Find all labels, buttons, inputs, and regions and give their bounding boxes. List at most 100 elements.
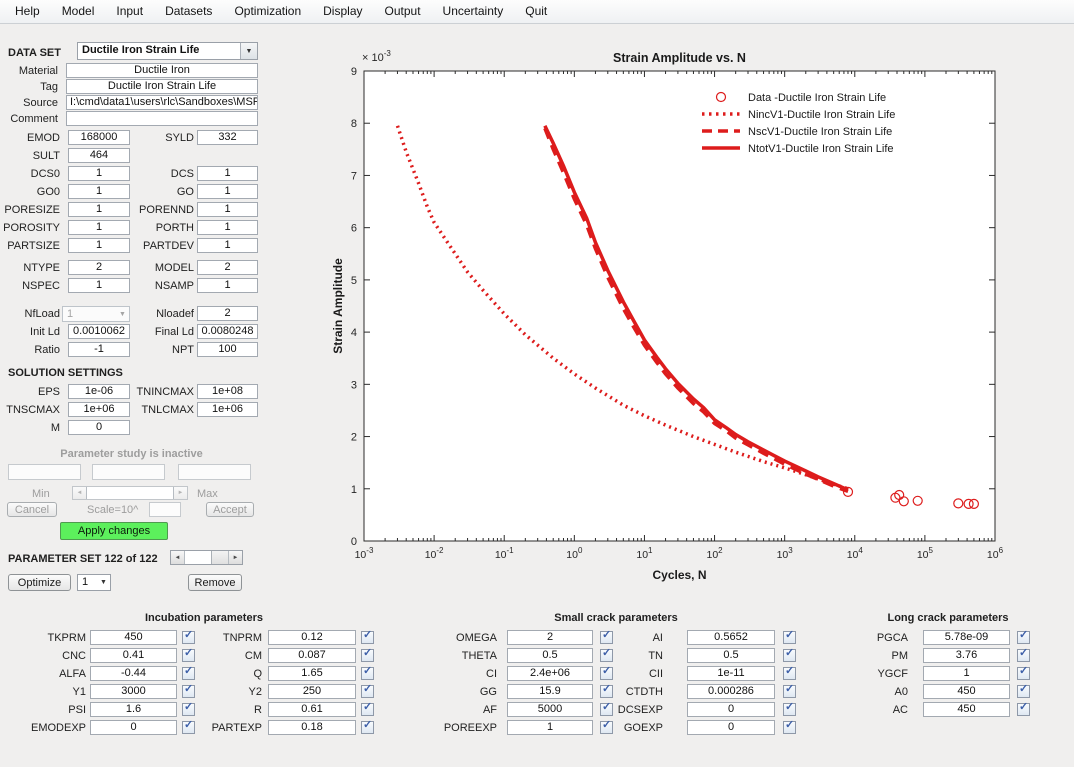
tkprm-field[interactable]: 450 [90, 630, 177, 645]
partsize-field[interactable]: 1 [68, 238, 130, 253]
menu-quit[interactable]: Quit [514, 0, 558, 23]
final-ld-field[interactable]: 0.0080248 [197, 324, 258, 339]
porth-field[interactable]: 1 [197, 220, 258, 235]
pm-field[interactable]: 3.76 [923, 648, 1010, 663]
emod-field[interactable]: 168000 [68, 130, 130, 145]
nsamp-field[interactable]: 1 [197, 278, 258, 293]
poreexp-field[interactable]: 1 [507, 720, 593, 735]
tnscmax-field[interactable]: 1e+06 [68, 402, 130, 417]
material-field[interactable]: Ductile Iron [66, 63, 258, 78]
goexp-field[interactable]: 0 [687, 720, 775, 735]
m-field[interactable]: 0 [68, 420, 130, 435]
pgca-checkbox[interactable]: ✓ [1017, 631, 1030, 644]
menu-output[interactable]: Output [374, 0, 432, 23]
dropdown-arrow-icon[interactable]: ▼ [97, 575, 110, 590]
ctdth-field[interactable]: 0.000286 [687, 684, 775, 699]
slider-left-arrow-icon[interactable]: ◄ [171, 551, 185, 564]
slider-right-arrow-icon[interactable]: ► [228, 551, 242, 564]
dataset-dropdown[interactable]: Ductile Iron Strain Life ▼ [77, 42, 258, 60]
eps-field[interactable]: 1e-06 [68, 384, 130, 399]
pgca-field[interactable]: 5.78e-09 [923, 630, 1010, 645]
cnc-field[interactable]: 0.41 [90, 648, 177, 663]
psi-checkbox[interactable]: ✓ [182, 703, 195, 716]
go-field[interactable]: 1 [197, 184, 258, 199]
param-set-slider-thumb[interactable] [211, 551, 228, 564]
npt-field[interactable]: 100 [197, 342, 258, 357]
porennd-field[interactable]: 1 [197, 202, 258, 217]
dcs-field[interactable]: 1 [197, 166, 258, 181]
cm-field[interactable]: 0.087 [268, 648, 356, 663]
tkprm-checkbox[interactable]: ✓ [182, 631, 195, 644]
nspec-field[interactable]: 1 [68, 278, 130, 293]
cii-field[interactable]: 1e-11 [687, 666, 775, 681]
menu-help[interactable]: Help [4, 0, 51, 23]
tnlcmax-field[interactable]: 1e+06 [197, 402, 258, 417]
theta-field[interactable]: 0.5 [507, 648, 593, 663]
psi-field[interactable]: 1.6 [90, 702, 177, 717]
q-field[interactable]: 1.65 [268, 666, 356, 681]
sult-field[interactable]: 464 [68, 148, 130, 163]
porosity-field[interactable]: 1 [68, 220, 130, 235]
y1-checkbox[interactable]: ✓ [182, 685, 195, 698]
syld-field[interactable]: 332 [197, 130, 258, 145]
alfa-checkbox[interactable]: ✓ [182, 667, 195, 680]
cii-checkbox[interactable]: ✓ [783, 667, 796, 680]
menu-display[interactable]: Display [312, 0, 373, 23]
poresize-field[interactable]: 1 [68, 202, 130, 217]
go0-field[interactable]: 1 [68, 184, 130, 199]
init-ld-field[interactable]: 0.0010062 [68, 324, 130, 339]
partdev-field[interactable]: 1 [197, 238, 258, 253]
af-field[interactable]: 5000 [507, 702, 593, 717]
partexp-field[interactable]: 0.18 [268, 720, 356, 735]
menu-input[interactable]: Input [105, 0, 154, 23]
tnprm-checkbox[interactable]: ✓ [361, 631, 374, 644]
tnincmax-field[interactable]: 1e+08 [197, 384, 258, 399]
optimize-button[interactable]: Optimize [8, 574, 71, 591]
r-field[interactable]: 0.61 [268, 702, 356, 717]
alfa-field[interactable]: -0.44 [90, 666, 177, 681]
ac-field[interactable]: 450 [923, 702, 1010, 717]
tn-field[interactable]: 0.5 [687, 648, 775, 663]
comment-field[interactable] [66, 111, 258, 126]
cm-checkbox[interactable]: ✓ [361, 649, 374, 662]
ygcf-field[interactable]: 1 [923, 666, 1010, 681]
a0-checkbox[interactable]: ✓ [1017, 685, 1030, 698]
dcs0-field[interactable]: 1 [68, 166, 130, 181]
source-field[interactable]: I:\cmd\data1\users\rlc\Sandboxes\MSF_ [66, 95, 258, 110]
ac-checkbox[interactable]: ✓ [1017, 703, 1030, 716]
gg-field[interactable]: 15.9 [507, 684, 593, 699]
ai-checkbox[interactable]: ✓ [783, 631, 796, 644]
remove-button[interactable]: Remove [188, 574, 242, 591]
menu-datasets[interactable]: Datasets [154, 0, 223, 23]
dcsexp-field[interactable]: 0 [687, 702, 775, 717]
omega-field[interactable]: 2 [507, 630, 593, 645]
ci-field[interactable]: 2.4e+06 [507, 666, 593, 681]
param-set-slider-track[interactable] [185, 551, 228, 564]
emodexp-field[interactable]: 0 [90, 720, 177, 735]
a0-field[interactable]: 450 [923, 684, 1010, 699]
menu-uncertainty[interactable]: Uncertainty [432, 0, 515, 23]
ai-field[interactable]: 0.5652 [687, 630, 775, 645]
q-checkbox[interactable]: ✓ [361, 667, 374, 680]
param-set-slider[interactable]: ◄ ► [170, 550, 243, 565]
pm-checkbox[interactable]: ✓ [1017, 649, 1030, 662]
y1-field[interactable]: 3000 [90, 684, 177, 699]
y2-checkbox[interactable]: ✓ [361, 685, 374, 698]
cnc-checkbox[interactable]: ✓ [182, 649, 195, 662]
param-set-count-dropdown[interactable]: 1 ▼ [77, 574, 111, 591]
tag-field[interactable]: Ductile Iron Strain Life [66, 79, 258, 94]
menu-optimization[interactable]: Optimization [223, 0, 312, 23]
ratio-field[interactable]: -1 [68, 342, 130, 357]
tn-checkbox[interactable]: ✓ [783, 649, 796, 662]
apply-changes-button[interactable]: Apply changes [60, 522, 168, 540]
partexp-checkbox[interactable]: ✓ [361, 721, 374, 734]
ntype-field[interactable]: 2 [68, 260, 130, 275]
nloadef-field[interactable]: 2 [197, 306, 258, 321]
ctdth-checkbox[interactable]: ✓ [783, 685, 796, 698]
model-field[interactable]: 2 [197, 260, 258, 275]
ygcf-checkbox[interactable]: ✓ [1017, 667, 1030, 680]
goexp-checkbox[interactable]: ✓ [783, 721, 796, 734]
tnprm-field[interactable]: 0.12 [268, 630, 356, 645]
y2-field[interactable]: 250 [268, 684, 356, 699]
dropdown-arrow-icon[interactable]: ▼ [240, 43, 257, 59]
